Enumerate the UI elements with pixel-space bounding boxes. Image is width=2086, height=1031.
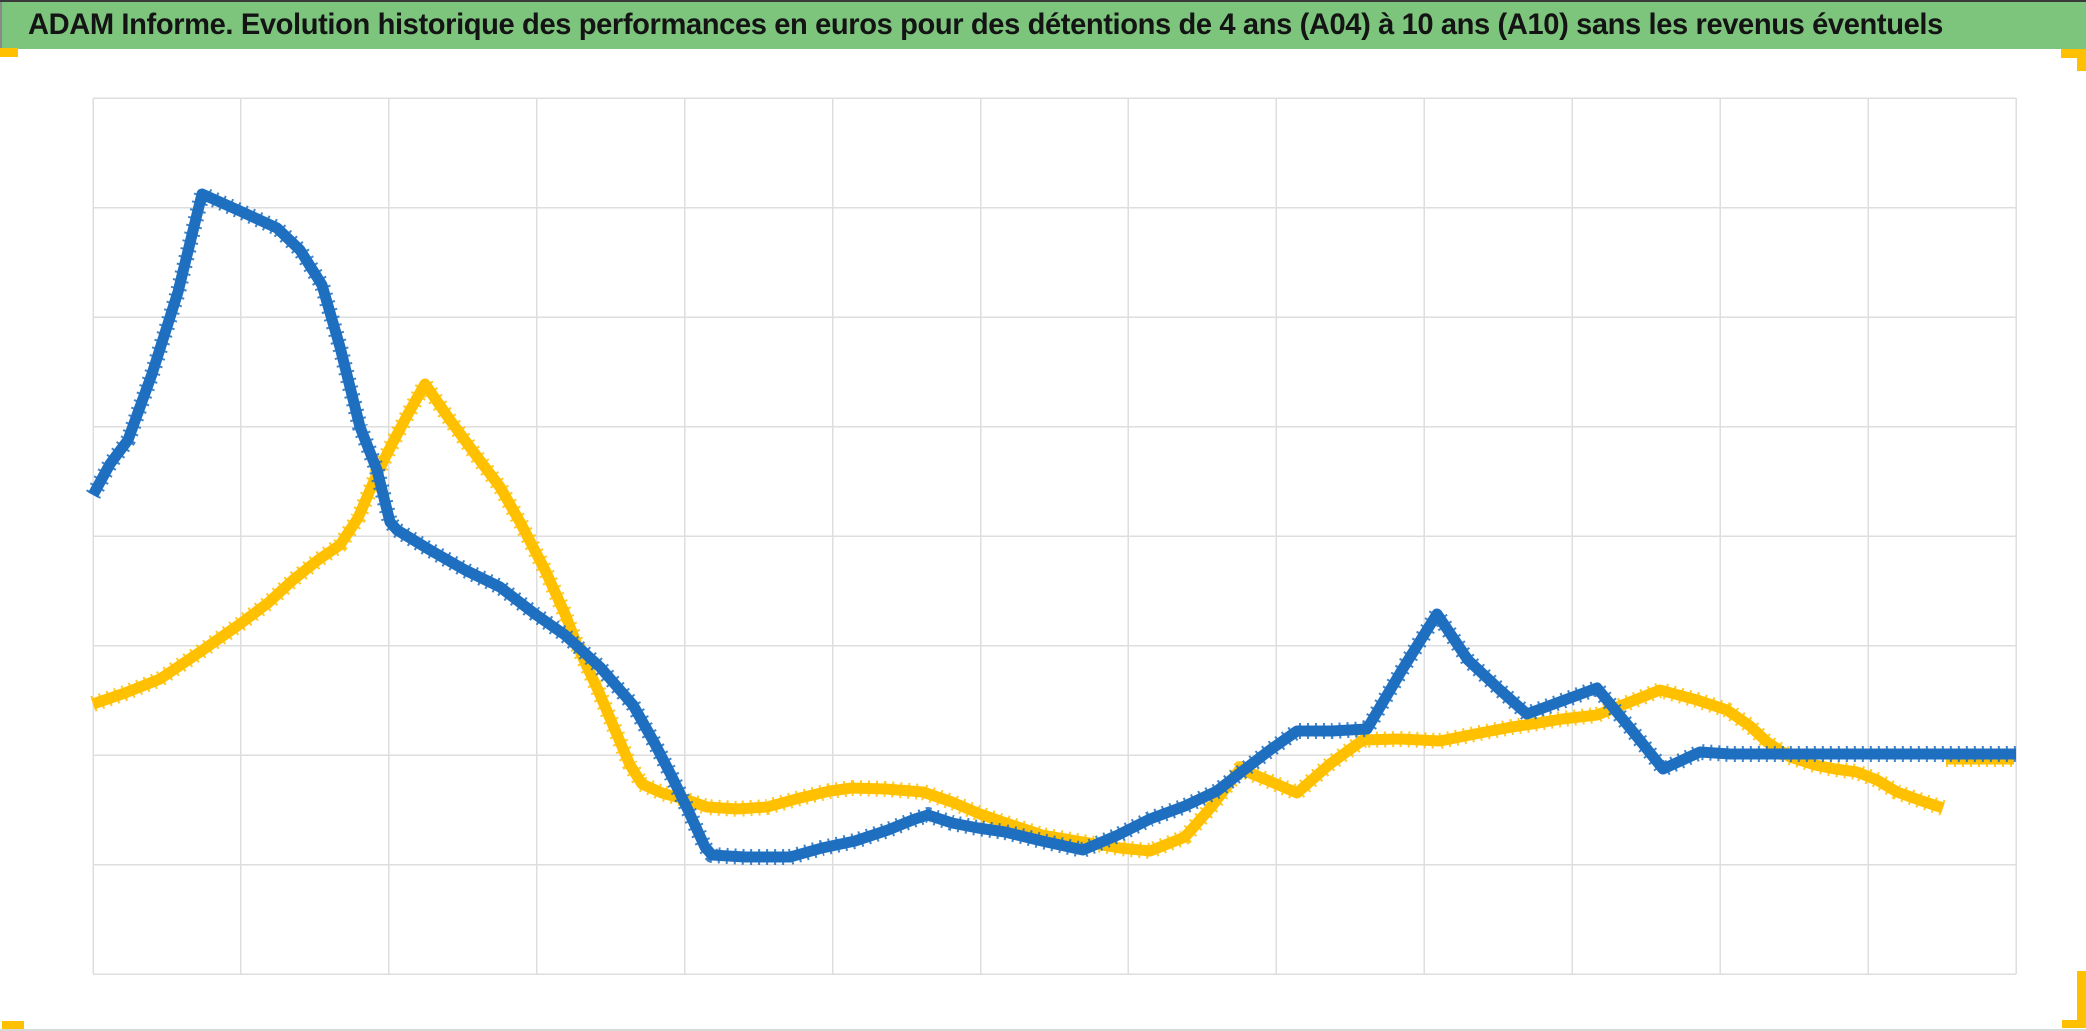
gold-series [91, 378, 1945, 857]
blue-series [88, 188, 2016, 863]
page-title: ADAM Informe. Evolution historique des p… [28, 8, 1943, 41]
corner-accent-bottom-right-v [2077, 971, 2086, 1028]
corner-accent-top-right-h [2061, 49, 2086, 58]
corner-accent-top-right-v [2077, 49, 2086, 71]
corner-accent-top-left [0, 48, 18, 57]
title-banner: ADAM Informe. Evolution historique des p… [0, 2, 2086, 49]
corner-accent-bottom-left [2, 1021, 24, 1031]
bottom-edge-strip [0, 1029, 2086, 1031]
corner-accent-bottom-right-h [2062, 1020, 2086, 1028]
